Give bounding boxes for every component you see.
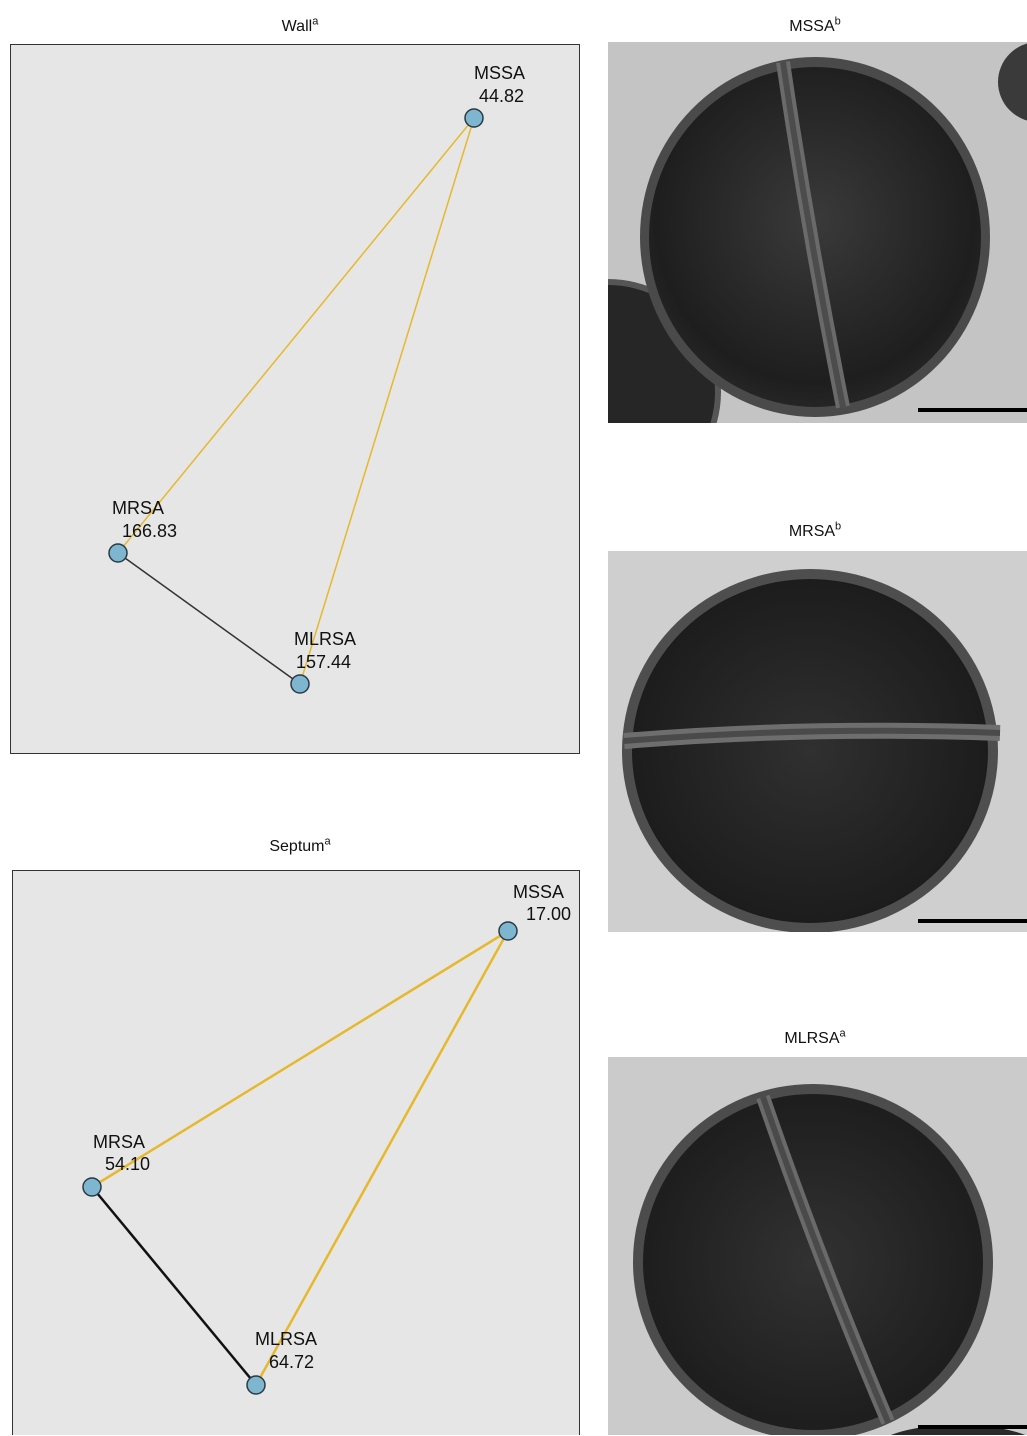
micrograph-mssa-scalebar (918, 408, 1027, 412)
septum-network-svg: MSSA 17.00 MRSA 54.10 MLRSA 64.72 (82, 882, 571, 1395)
wall-edge-mrsa-mlrsa (117, 552, 301, 685)
septum-network-panel: MSSA 17.00 MRSA 54.10 MLRSA 64.72 (12, 870, 580, 1435)
wall-title-sup: a (312, 15, 319, 28)
micrograph-mrsa-title: MRSAb (760, 520, 870, 541)
septum-edge-mssa-mlrsa (254, 930, 510, 1386)
wall-node-mlrsa (290, 674, 310, 694)
wall-node-mssa-name: MSSA (474, 63, 525, 83)
micrograph-mrsa-scalebar (918, 919, 1027, 923)
micrograph-mrsa-title-text: MRSA (788, 523, 836, 540)
wall-node-mssa-value: 44.82 (479, 86, 524, 106)
septum-node-mrsa-name: MRSA (93, 1132, 145, 1152)
micrograph-mrsa-svg (608, 551, 1027, 932)
micrograph-mssa-svg (608, 42, 1027, 423)
septum-node-mlrsa-value: 64.72 (269, 1352, 314, 1372)
septum-node-mlrsa-name: MLRSA (255, 1329, 317, 1349)
septum-node-mrsa-value: 54.10 (105, 1154, 150, 1174)
micrograph-mlrsa-image (608, 1057, 1027, 1435)
septum-node-mssa-value: 17.00 (526, 904, 571, 924)
septum-node-mssa (498, 921, 518, 941)
septum-node-mrsa (82, 1177, 102, 1197)
micrograph-mlrsa-title-text: MLRSA (784, 1030, 840, 1047)
septum-title-sup: a (324, 835, 331, 848)
wall-node-mrsa (108, 543, 128, 563)
wall-node-mlrsa-name: MLRSA (294, 629, 356, 649)
septum-node-mlrsa (246, 1375, 266, 1395)
septum-edge-mrsa-mlrsa (91, 1186, 257, 1386)
micrograph-mssa-title-sup: b (834, 15, 841, 28)
micrograph-mrsa-image (608, 551, 1027, 932)
wall-edge-mssa-mrsa (117, 117, 475, 554)
septum-node-mssa-name: MSSA (513, 882, 564, 902)
septum-title-text: Septum (269, 838, 325, 855)
micrograph-mssa-title-text: MSSA (789, 18, 835, 35)
wall-node-mssa (464, 108, 484, 128)
wall-title-text: Wall (281, 18, 313, 35)
micrograph-mlrsa-scalebar (918, 1425, 1027, 1429)
micrograph-mssa-image (608, 42, 1027, 423)
septum-edge-mssa-mrsa (91, 929, 509, 1189)
wall-node-mlrsa-value: 157.44 (296, 652, 351, 672)
micrograph-mlrsa-title: MLRSAa (760, 1027, 870, 1048)
micrograph-mrsa-title-sup: b (835, 520, 842, 533)
wall-edge-mssa-mlrsa (299, 117, 475, 685)
micrograph-mssa-title: MSSAb (760, 15, 870, 36)
micrograph-mlrsa-svg (608, 1057, 1027, 1435)
wall-network-panel: MSSA 44.82 MRSA 166.83 MLRSA 157.44 (10, 44, 580, 754)
micrograph-mlrsa-title-sup: a (839, 1027, 846, 1040)
septum-panel-title: Septuma (245, 835, 355, 856)
wall-panel-title: Walla (245, 15, 355, 36)
wall-node-mrsa-name: MRSA (112, 498, 164, 518)
wall-network-svg: MSSA 44.82 MRSA 166.83 MLRSA 157.44 (108, 63, 525, 694)
wall-node-mrsa-value: 166.83 (122, 521, 177, 541)
